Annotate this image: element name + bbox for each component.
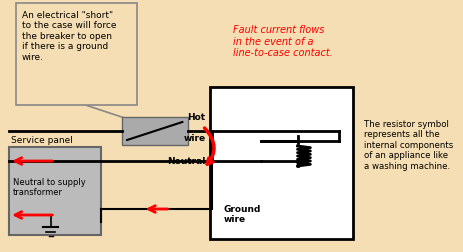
- Text: Service panel: Service panel: [11, 136, 73, 144]
- Text: Neutral to supply
transformer: Neutral to supply transformer: [13, 177, 86, 197]
- Bar: [122, 117, 188, 145]
- Text: wire: wire: [183, 134, 206, 142]
- Text: Hot: Hot: [187, 113, 206, 121]
- Bar: [210, 88, 353, 239]
- Bar: [9, 147, 101, 235]
- Text: Ground
wire: Ground wire: [224, 204, 261, 224]
- Text: An electrical "short"
to the case will force
the breaker to open
if there is a g: An electrical "short" to the case will f…: [22, 11, 117, 61]
- FancyBboxPatch shape: [16, 4, 137, 106]
- Text: Neutral: Neutral: [167, 157, 206, 166]
- Text: The resistor symbol
represents all the
internal components
of an appliance like
: The resistor symbol represents all the i…: [364, 119, 453, 170]
- Text: Fault current flows
in the event of a
line-to-case contact.: Fault current flows in the event of a li…: [233, 25, 333, 58]
